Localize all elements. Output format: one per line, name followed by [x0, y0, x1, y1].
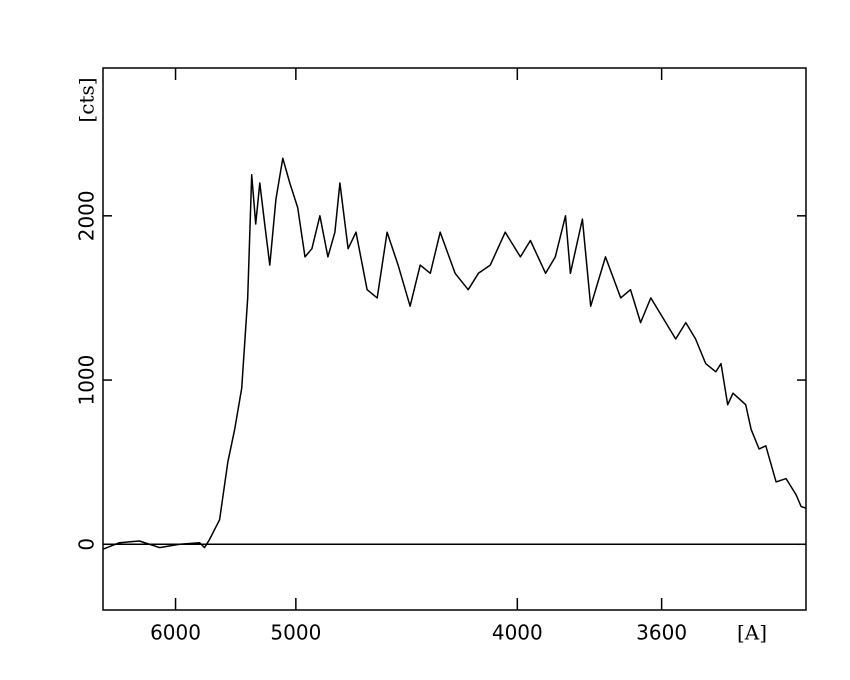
x-tick-label: 4000 — [492, 621, 543, 645]
x-axis-label: [A] — [737, 621, 767, 645]
x-tick-label: 3600 — [636, 621, 687, 645]
y-tick-label: 1000 — [75, 355, 99, 406]
plot-frame — [102, 67, 807, 611]
x-tick-label: 6000 — [150, 621, 201, 645]
y-tick-label: 0 — [75, 538, 99, 551]
x-tick-label: 5000 — [270, 621, 321, 645]
y-tick-label: 2000 — [75, 190, 99, 241]
y-axis-label: [cts] — [75, 77, 99, 122]
spectrum-line — [102, 157, 807, 550]
